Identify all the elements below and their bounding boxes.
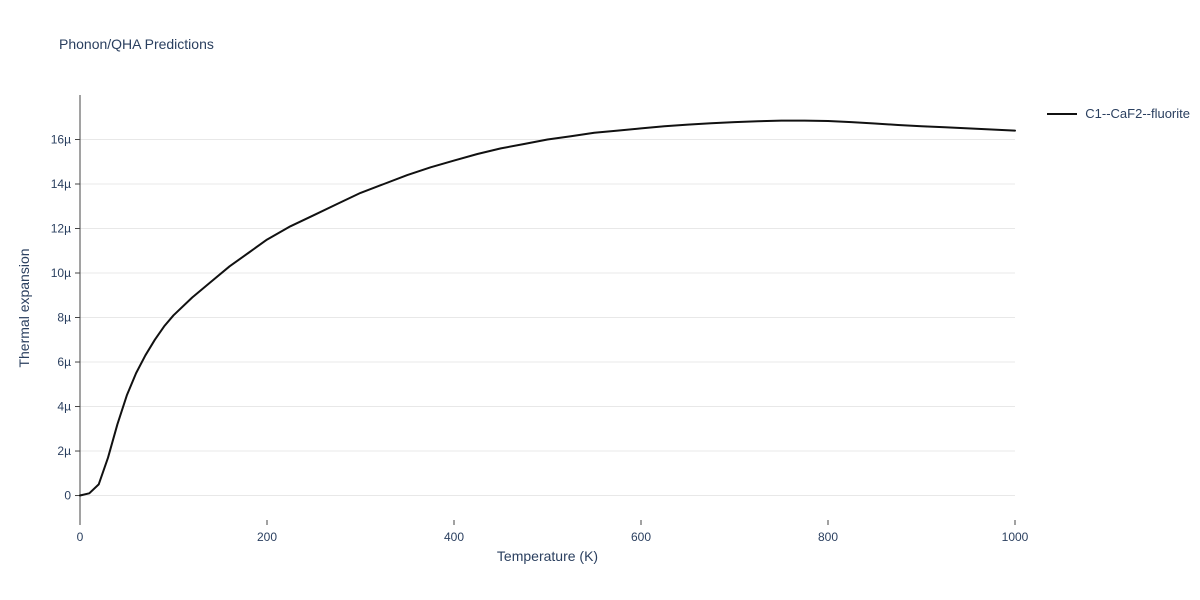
x-axis-title: Temperature (K) (496, 548, 599, 564)
x-tick-label: 200 (257, 530, 277, 544)
legend: C1--CaF2--fluorite (1047, 106, 1190, 121)
chart-title: Phonon/QHA Predictions (59, 36, 214, 52)
x-tick-label: 0 (77, 530, 84, 544)
x-tick-label: 800 (818, 530, 838, 544)
x-tick-label: 400 (444, 530, 464, 544)
x-tick-label: 600 (631, 530, 651, 544)
legend-line-sample-icon (1047, 112, 1078, 115)
y-tick-label: 12µ (51, 222, 71, 236)
y-tick-label: 0 (64, 489, 71, 503)
y-tick-label: 10µ (51, 266, 71, 280)
y-tick-label: 2µ (57, 444, 71, 458)
y-tick-label: 4µ (57, 400, 71, 414)
legend-series-label[interactable]: C1--CaF2--fluorite (1085, 106, 1190, 121)
y-tick-label: 6µ (57, 355, 71, 369)
y-tick-label: 14µ (51, 177, 71, 191)
series-line[interactable] (79, 119, 1016, 497)
y-tick-label: 8µ (57, 311, 71, 325)
y-tick-label: 16µ (51, 133, 71, 147)
y-axis-title: Thermal expansion (16, 248, 32, 368)
x-tick-label: 1000 (1002, 530, 1029, 544)
